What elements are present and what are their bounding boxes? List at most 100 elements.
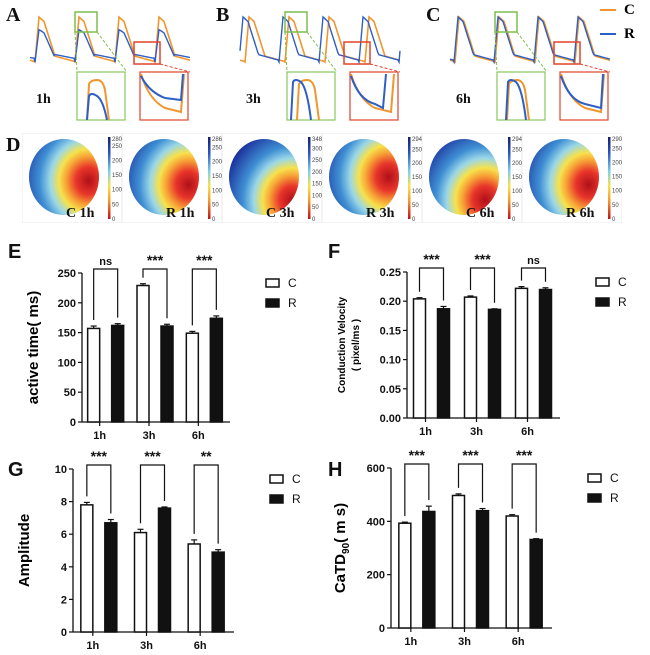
bar-r [211,551,225,633]
y-tick-label: 10 [55,464,67,476]
y-tick-label: 0 [61,627,67,639]
significance-bracket [469,267,496,303]
bar-r [110,324,125,423]
legend-label-c: C [624,1,635,18]
y-tick-label: 0.20 [380,296,401,308]
x-tick-label: 3h [458,636,471,648]
legend-label-c: C [618,275,627,289]
activation-map: 290 250 200 150 100 50 0 [522,133,622,223]
legend-swatch-c [595,277,610,287]
colorbar-tick-label: 250 [212,145,222,151]
colorbar-tick-label: 100 [512,189,522,195]
zoom-box-peak [494,11,518,33]
colorbar-tick-label: 100 [312,193,322,199]
map-label: R 3h [366,206,395,221]
x-tick-label: 1h [404,636,417,648]
bar-chart-h: H 0 200 400 600 CaTD90( m s) *** 1h *** 3h *** 6h CR [328,447,619,648]
y-tick-label: 6 [61,529,67,541]
legend-swatch-r [595,297,610,307]
zoom-guide [306,31,338,73]
y-tick-label: 0.15 [380,325,401,337]
y-axis-label-unit: ( pixel/ms ) [351,319,362,371]
panel-letter-b: B [216,4,230,26]
bar-r [160,325,174,423]
colorbar [408,137,411,219]
panel-letter-a: A [6,4,21,26]
zoom-guide [494,31,498,73]
inset-trace-c [86,78,110,121]
panel-letter: E [8,241,21,263]
trace-r [239,15,401,65]
zoom-box-trough [553,41,581,65]
legend-swatch-c [265,278,280,288]
significance-bracket [418,267,445,301]
significance-label: *** [423,251,440,267]
x-tick-label: 1h [86,640,99,652]
bar-c [463,296,478,419]
significance-label: *** [474,251,491,267]
significance-bracket [457,463,484,503]
map-label: R 6h [566,206,595,221]
bar-r [487,308,502,419]
legend-label-r: R [624,25,635,42]
map-label: C 1h [66,206,95,221]
bar-r [436,308,451,419]
activation-map-heat [129,139,199,215]
x-tick-label: 6h [192,430,205,442]
trace-plot-a [29,11,191,121]
significance-bracket [86,464,112,514]
colorbar-max-label: 280 [112,137,122,143]
significance-bracket [142,268,168,319]
y-tick-label: 250 [58,268,76,280]
colorbar-tick-label: 0 [212,217,216,223]
inset-trough [349,71,399,121]
y-tick-label: 600 [367,463,385,475]
significance-label: *** [196,252,213,268]
bar-r [209,317,224,423]
time-label: 3h [246,92,261,107]
x-tick-label: 6h [194,640,207,652]
x-tick-label: 1h [93,430,106,442]
colorbar-tick-label: 150 [412,175,422,181]
activation-map: 348 300 250 200 150 100 50 0 [222,133,322,223]
colorbar-tick-label: 100 [612,189,622,195]
panel-letter: F [328,241,340,263]
significance-bracket [520,267,547,282]
activation-map: 286 250 200 150 100 50 0 [122,133,222,223]
colorbar [608,137,611,219]
inset-peak-frame [76,71,126,121]
bar-chart-f: F 0.00 0.05 0.10 0.15 0.20 0.25 Conduction Velo… [328,241,627,438]
inset-trace-r [505,79,527,121]
colorbar-tick-label: 150 [612,175,622,181]
bar-chart-g: G 0 2 4 6 8 10 Amplitude *** 1h *** 3h ** 6h CR [8,448,301,652]
colorbar [108,137,111,219]
bar-c [185,332,200,423]
colorbar-tick-label: 50 [112,202,119,208]
y-tick-label: 150 [58,328,76,340]
y-tick-label: 200 [58,298,76,310]
activation-map: 294 250 200 150 100 50 0 [422,133,522,223]
colorbar-tick-label: 0 [412,217,416,223]
legend-label-c: C [292,472,301,486]
activation-map: 294 250 200 150 100 50 0 [322,133,422,223]
inset-peak [76,71,126,121]
colorbar-max-label: 348 [312,137,322,143]
inset-trough-r [140,73,184,102]
bar-c [505,515,519,629]
bar-c [187,543,201,633]
inset-trough [139,71,189,121]
inset-trough-r [350,73,387,110]
significance-bracket [511,463,537,533]
colorbar-tick-label: 250 [612,146,622,152]
legend-label-c: C [610,471,619,485]
y-tick-label: 8 [61,497,67,509]
bar-r [422,510,436,629]
bar-r [538,288,553,419]
colorbar-tick-label: 200 [512,161,522,167]
y-tick-label: 100 [58,357,76,369]
inset-trace-r [86,93,108,121]
bar-chart-e: E 0 50 100 150 200 250 active time( ms) ns 1h *** 3… [8,241,297,442]
trace-legend: C R [600,0,650,44]
legend-swatch-r [587,493,602,503]
